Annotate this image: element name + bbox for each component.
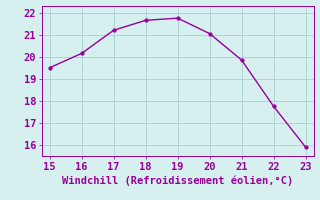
X-axis label: Windchill (Refroidissement éolien,°C): Windchill (Refroidissement éolien,°C)	[62, 176, 293, 186]
